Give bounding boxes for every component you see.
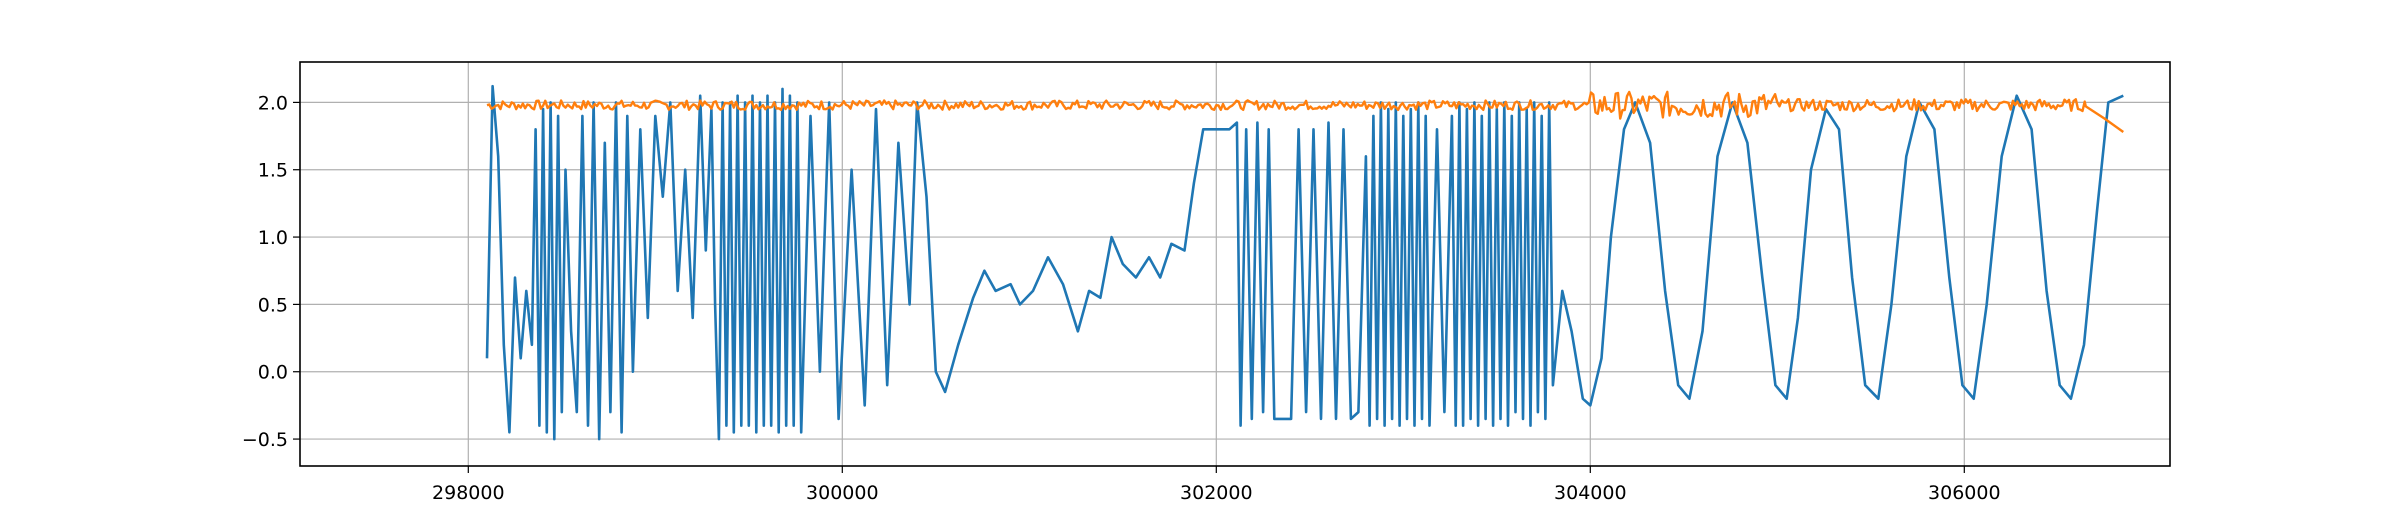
series-line-orange: [486, 90, 2124, 133]
y-tick-label: 1.5: [258, 160, 288, 182]
x-tick-label: 302000: [1180, 482, 1253, 504]
y-tick-label: 0.5: [258, 294, 288, 316]
x-axis: 298000 300000 302000 304000 306000: [432, 466, 2001, 504]
y-tick-label: 0.0: [258, 362, 288, 384]
x-tick-label: 300000: [806, 482, 879, 504]
series-group: [485, 84, 2124, 441]
series-line-blue: [485, 84, 2124, 441]
y-axis: −0.5 0.0 0.5 1.0 1.5 2.0: [242, 92, 300, 451]
y-tick-label: 2.0: [258, 92, 288, 114]
x-tick-label: 304000: [1554, 482, 1627, 504]
x-tick-label: 298000: [432, 482, 505, 504]
x-tick-label: 306000: [1928, 482, 2001, 504]
y-tick-label: −0.5: [242, 429, 288, 451]
plot-frame: [299, 61, 2171, 467]
y-tick-label: 1.0: [258, 227, 288, 249]
